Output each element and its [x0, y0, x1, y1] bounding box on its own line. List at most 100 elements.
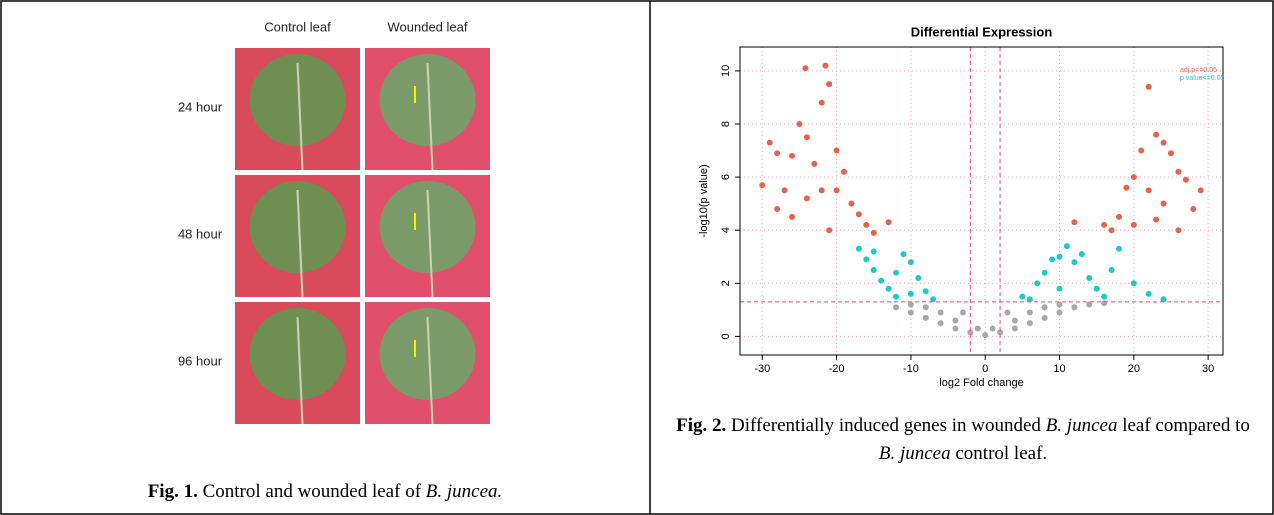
point [803, 195, 810, 202]
point [1071, 219, 1078, 226]
leaf [249, 308, 346, 400]
point [1019, 293, 1026, 300]
point [1011, 325, 1018, 332]
point [1101, 293, 1108, 300]
point [1160, 200, 1167, 207]
x-axis-label: log2 Fold change [939, 377, 1023, 389]
leaf [249, 54, 346, 146]
point [826, 227, 833, 234]
point [1108, 227, 1115, 234]
leaf [379, 181, 476, 273]
point [1182, 176, 1189, 183]
point [1145, 187, 1152, 194]
caption-part: Differentially induced genes in wounded [726, 415, 1046, 436]
point [930, 296, 937, 303]
point [789, 213, 796, 220]
point [1145, 83, 1152, 90]
caption-part: Fig. 2. [676, 415, 727, 436]
point [967, 329, 974, 336]
point [1160, 139, 1167, 146]
point [774, 150, 781, 157]
point [907, 290, 914, 297]
point [855, 245, 862, 252]
point [1026, 309, 1033, 316]
point [922, 288, 929, 295]
point [1153, 216, 1160, 223]
point [1063, 243, 1070, 250]
point [1078, 251, 1085, 258]
point [1108, 267, 1115, 274]
leaf-midrib [426, 316, 434, 425]
point [818, 187, 825, 194]
point [1197, 187, 1204, 194]
point [1026, 320, 1033, 327]
figure-1-caption: Fig. 1. Control and wounded leaf of B. j… [0, 478, 650, 506]
point [1056, 285, 1063, 292]
point [952, 317, 959, 324]
point [1041, 304, 1048, 311]
point [1086, 301, 1093, 308]
point [1004, 309, 1011, 316]
point [1071, 304, 1078, 311]
point [1160, 296, 1167, 303]
point [1123, 184, 1130, 191]
point [841, 168, 848, 175]
point [1101, 221, 1108, 228]
caption-part: B. juncea [1045, 415, 1118, 436]
point [1071, 259, 1078, 266]
row-label: 48 hour [178, 226, 223, 241]
point [1138, 147, 1145, 154]
point [870, 229, 877, 236]
point [1130, 221, 1137, 228]
point [1056, 301, 1063, 308]
point [833, 147, 840, 154]
chart-title: Differential Expression [911, 24, 1053, 39]
point [974, 325, 981, 332]
y-tick-label: 4 [720, 227, 732, 233]
point [759, 182, 766, 189]
leaf-photos [235, 48, 490, 425]
leaf-midrib [296, 316, 304, 425]
leaf-midrib [296, 189, 304, 298]
point [774, 205, 781, 212]
caption-part: B. juncea. [425, 481, 503, 502]
point [863, 256, 870, 263]
leaf-midrib [426, 62, 434, 171]
point [870, 267, 877, 274]
point [1041, 314, 1048, 321]
caption-part: B. juncea [878, 443, 951, 464]
point [1101, 300, 1108, 307]
point [1175, 227, 1182, 234]
caption-part: Fig. 1. [147, 481, 198, 502]
point [863, 221, 870, 228]
point [1056, 309, 1063, 316]
point [766, 139, 773, 146]
point [1041, 269, 1048, 276]
point [1145, 290, 1152, 297]
row-label: 24 hour [178, 99, 223, 114]
point [907, 301, 914, 308]
column-label: Wounded leaf [388, 19, 468, 34]
column-label: Control leaf [264, 19, 331, 34]
point [989, 325, 996, 332]
y-tick-label: 2 [720, 280, 732, 286]
caption-part: Control and wounded leaf of [197, 481, 426, 502]
point [1093, 285, 1100, 292]
point [952, 325, 959, 332]
row-label: 96 hour [178, 353, 223, 368]
point [982, 332, 989, 339]
x-tick-label: 30 [1202, 363, 1214, 375]
x-tick-label: -10 [903, 363, 919, 375]
point [1086, 275, 1093, 281]
point [893, 269, 900, 276]
point [796, 121, 803, 127]
leaf-midrib [426, 189, 434, 298]
point [789, 152, 796, 159]
x-tick-label: -20 [829, 363, 845, 375]
plot-frame [739, 46, 1224, 356]
point [907, 309, 914, 316]
point [1049, 256, 1056, 263]
caption-part: control leaf. [950, 443, 1048, 464]
x-tick-label: 20 [1128, 363, 1140, 375]
